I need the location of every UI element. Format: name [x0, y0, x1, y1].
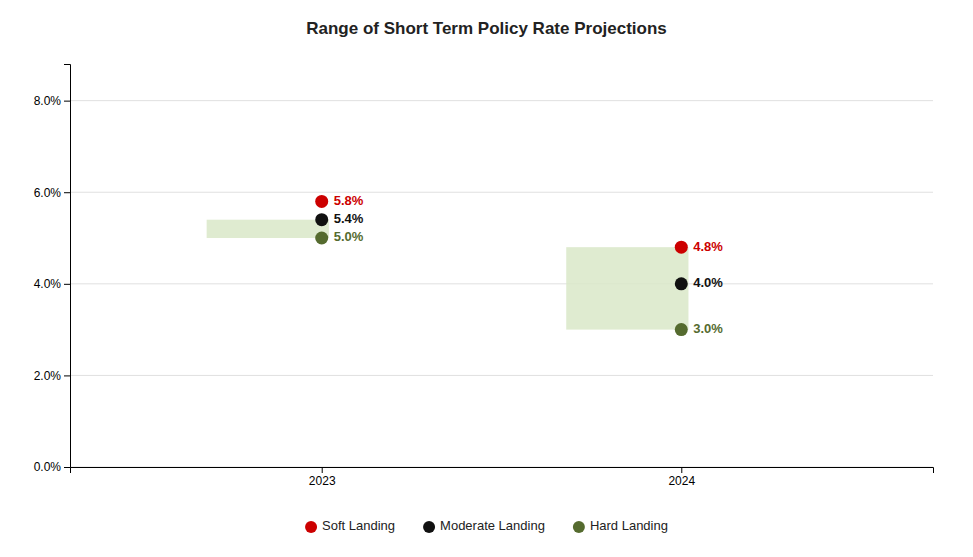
x-tick: 2023	[309, 467, 336, 488]
range-band	[566, 247, 688, 329]
dot	[315, 213, 328, 226]
x-tick-mark	[322, 467, 323, 473]
x-tick: 2024	[668, 467, 695, 488]
y-tick-label: 2.0%	[34, 369, 62, 383]
y-tick: 6.0%	[34, 186, 70, 200]
legend-swatch	[305, 521, 317, 533]
y-axis-line	[64, 65, 71, 468]
x-tick-label: 2024	[668, 474, 695, 488]
y-tick: 4.0%	[34, 277, 70, 291]
dot	[675, 241, 688, 254]
grid-line	[70, 375, 933, 376]
legend-item: Hard Landing	[573, 518, 668, 533]
y-tick-label: 6.0%	[34, 186, 62, 200]
grid-line	[70, 100, 933, 101]
grid-line	[70, 192, 933, 193]
dot	[675, 323, 688, 336]
x-axis-line	[71, 468, 934, 474]
y-tick-label: 4.0%	[34, 277, 62, 291]
data-label: 5.4%	[334, 211, 364, 226]
y-tick-mark	[64, 284, 70, 285]
y-tick: 2.0%	[34, 369, 70, 383]
y-tick: 0.0%	[34, 460, 70, 474]
dot	[315, 232, 328, 245]
y-tick: 8.0%	[34, 94, 70, 108]
data-label: 4.0%	[693, 275, 723, 290]
y-tick-mark	[64, 467, 70, 468]
y-tick-mark	[64, 192, 70, 193]
chart: 0.0% 2.0% 4.0% 6.0% 8.0% 2023 2024 5.8% 4.8% 5.4%…	[0, 0, 973, 557]
grid-line	[70, 283, 933, 284]
legend-label: Soft Landing	[322, 518, 395, 533]
data-label: 3.0%	[693, 321, 723, 336]
legend-label: Hard Landing	[590, 518, 668, 533]
legend-item: Moderate Landing	[423, 518, 545, 533]
legend-swatch	[423, 521, 435, 533]
y-tick-mark	[64, 375, 70, 376]
legend-item: Soft Landing	[305, 518, 395, 533]
data-label: 5.0%	[334, 229, 364, 244]
y-axis: 0.0% 2.0% 4.0% 6.0% 8.0%	[34, 65, 71, 475]
legend-swatch	[573, 521, 585, 533]
legend-label: Moderate Landing	[440, 518, 545, 533]
legend: Soft Landing Moderate Landing Hard Landing	[305, 518, 668, 533]
data-label: 5.8%	[334, 193, 364, 208]
y-tick-mark	[64, 101, 70, 102]
x-axis: 2023 2024	[71, 467, 934, 488]
data-label: 4.8%	[693, 239, 723, 254]
x-tick-mark	[681, 467, 682, 473]
range-band	[207, 220, 329, 238]
plot: 0.0% 2.0% 4.0% 6.0% 8.0% 2023 2024 5.8% 4.8% 5.4%…	[34, 65, 934, 488]
y-tick-label: 8.0%	[34, 94, 62, 108]
grid	[70, 101, 933, 467]
marks	[207, 195, 689, 336]
dot	[315, 195, 328, 208]
dot	[675, 277, 688, 290]
data-labels: 5.8% 4.8% 5.4% 4.0% 5.0% 3.0%	[334, 193, 724, 336]
x-tick-label: 2023	[309, 474, 336, 488]
y-tick-label: 0.0%	[34, 460, 62, 474]
title: Range of Short Term Policy Rate Projecti…	[306, 19, 667, 38]
